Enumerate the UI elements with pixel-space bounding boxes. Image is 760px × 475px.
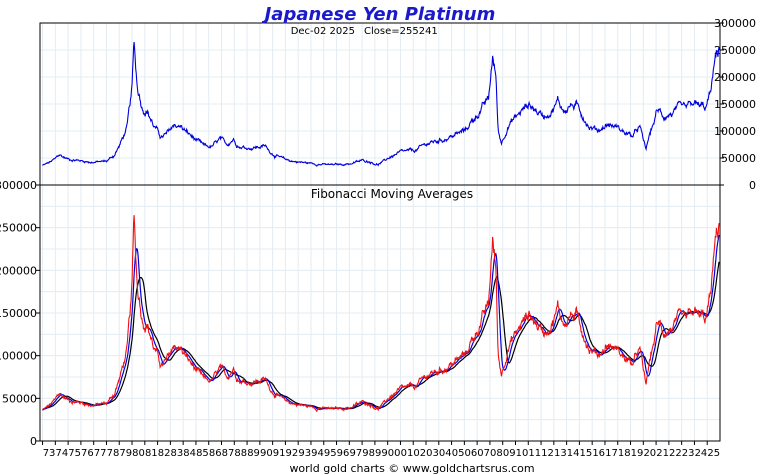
x-tick-label: 25 <box>707 448 720 459</box>
x-tick-label: 05 <box>452 448 465 459</box>
x-tick-label: 01 <box>401 448 414 459</box>
x-tick-label: 10 <box>516 448 529 459</box>
x-tick-label: 08 <box>490 448 503 459</box>
lower-y-tick-label: 150000 <box>0 307 37 320</box>
lower-panel-frame <box>39 184 721 442</box>
x-tick-label: 98 <box>362 448 375 459</box>
upper-y-tick-label: 250000 <box>714 44 756 57</box>
x-tick-label: 04 <box>439 448 452 459</box>
lower-y-tick-label: 100000 <box>0 350 37 363</box>
x-tick-label: 73 <box>43 448 56 459</box>
x-tick-label: 81 <box>145 448 158 459</box>
x-tick-label: 76 <box>81 448 94 459</box>
x-tick-label: 93 <box>298 448 311 459</box>
upper-y-tick-label: 100000 <box>714 125 756 138</box>
x-tick-label: 17 <box>605 448 618 459</box>
x-tick-label: 02 <box>413 448 426 459</box>
price-line-upper <box>42 42 720 167</box>
x-tick-label: 03 <box>426 448 439 459</box>
x-tick-label: 13 <box>554 448 567 459</box>
x-tick-label: 88 <box>234 448 247 459</box>
upper-y-tick-label: 50000 <box>721 152 756 165</box>
x-tick-label: 86 <box>209 448 222 459</box>
upper-y-tick-label: 0 <box>749 179 756 192</box>
x-tick-label: 79 <box>119 448 132 459</box>
upper-y-tick-label: 150000 <box>714 98 756 111</box>
x-tick-label: 96 <box>337 448 350 459</box>
lower-y-tick-label: 0 <box>30 435 37 448</box>
subtitle-date: Dec-02 2025 <box>291 26 355 37</box>
x-tick-label: 22 <box>669 448 682 459</box>
price-line-lower <box>42 215 720 413</box>
x-tick-label: 74 <box>55 448 68 459</box>
x-tick-label: 09 <box>503 448 516 459</box>
lower-y-tick-label: 50000 <box>2 392 37 405</box>
x-tick-label: 87 <box>222 448 235 459</box>
x-tick-label: 07 <box>477 448 490 459</box>
x-tick-label: 78 <box>107 448 120 459</box>
subtitle-close: Close=255241 <box>364 26 438 37</box>
x-tick-label: 97 <box>349 448 362 459</box>
x-tick-label: 82 <box>158 448 171 459</box>
x-tick-label: 95 <box>324 448 337 459</box>
lower-panel-title: Fibonacci Moving Averages <box>311 187 473 201</box>
footer-credit: world gold charts © www.goldchartsrus.co… <box>289 462 534 475</box>
x-tick-label: 99 <box>375 448 388 459</box>
x-tick-label: 89 <box>247 448 260 459</box>
x-tick-label: 18 <box>618 448 631 459</box>
lower-y-tick-label: 300000 <box>0 179 37 192</box>
x-tick-label: 23 <box>682 448 695 459</box>
x-tick-label: 80 <box>132 448 145 459</box>
x-tick-label: 06 <box>464 448 477 459</box>
short-moving-average-line <box>42 234 720 411</box>
lower-y-tick-label: 200000 <box>0 264 37 277</box>
x-tick-label: 91 <box>273 448 286 459</box>
upper-y-tick-label: 200000 <box>714 71 756 84</box>
x-tick-label: 16 <box>592 448 605 459</box>
x-tick-label: 14 <box>567 448 580 459</box>
x-tick-label: 92 <box>286 448 299 459</box>
x-tick-label: 24 <box>695 448 708 459</box>
x-tick-label: 83 <box>171 448 184 459</box>
x-tick-label: 90 <box>260 448 273 459</box>
lower-y-tick-label: 250000 <box>0 222 37 235</box>
chart-title: Japanese Yen Platinum <box>262 4 496 25</box>
upper-y-tick-label: 300000 <box>714 17 756 30</box>
x-tick-label: 00 <box>388 448 401 459</box>
x-tick-label: 84 <box>183 448 196 459</box>
x-tick-label: 12 <box>541 448 554 459</box>
grid-lines <box>40 22 720 442</box>
x-tick-label: 20 <box>643 448 656 459</box>
x-tick-label: 21 <box>656 448 669 459</box>
x-tick-label: 94 <box>311 448 324 459</box>
x-tick-label: 15 <box>580 448 593 459</box>
x-tick-label: 75 <box>68 448 81 459</box>
x-tick-label: 19 <box>631 448 644 459</box>
x-tick-label: 77 <box>94 448 107 459</box>
x-tick-label: 11 <box>528 448 541 459</box>
x-tick-label: 85 <box>196 448 209 459</box>
